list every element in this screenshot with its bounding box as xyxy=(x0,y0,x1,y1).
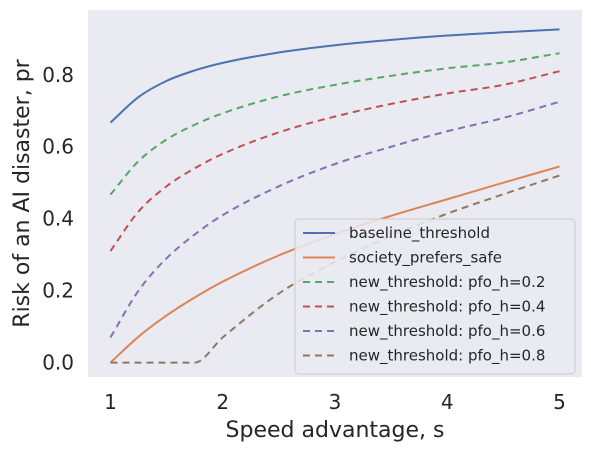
x-tick-label: 5 xyxy=(553,390,566,414)
series-line-5 xyxy=(109,100,560,338)
legend-label: new_threshold: pfo_h=0.2 xyxy=(349,273,545,292)
series-layer xyxy=(109,28,560,364)
x-tick-label: 2 xyxy=(216,390,229,414)
series-line-4 xyxy=(109,70,560,252)
legend-label: society_prefers_safe xyxy=(349,249,502,268)
legend-box xyxy=(294,218,576,375)
series-line-2 xyxy=(109,165,560,364)
y-tick-label: 0.0 xyxy=(42,351,74,375)
series-line-6 xyxy=(110,174,560,364)
y-axis-label: Risk of an AI disaster, pr xyxy=(10,58,35,327)
legend-label: new_threshold: pfo_h=0.6 xyxy=(349,322,545,341)
legend-label: new_threshold: pfo_h=0.4 xyxy=(349,298,545,317)
series-line-3 xyxy=(109,52,560,196)
x-tick-label: 4 xyxy=(441,390,454,414)
y-tick-label: 0.8 xyxy=(42,63,74,87)
y-tick-label: 0.4 xyxy=(42,207,74,231)
x-tick-label: 1 xyxy=(104,390,117,414)
x-axis-label: Speed advantage, s xyxy=(226,418,445,443)
x-tick-label: 3 xyxy=(329,390,342,414)
legend: baseline_threshold society_prefers_safene… xyxy=(294,218,576,375)
y-tick-label: 0.2 xyxy=(42,279,74,303)
legend-label: new_threshold: pfo_h=0.8 xyxy=(349,347,545,366)
x-tick-labels: 1 2 3 4 5 xyxy=(104,390,566,414)
y-tick-label: 0.6 xyxy=(42,135,74,159)
series-line-1 xyxy=(109,28,560,124)
legend-label: baseline_threshold xyxy=(349,224,490,243)
y-tick-labels: 0.0 0.2 0.4 0.6 0.8 xyxy=(42,63,74,375)
